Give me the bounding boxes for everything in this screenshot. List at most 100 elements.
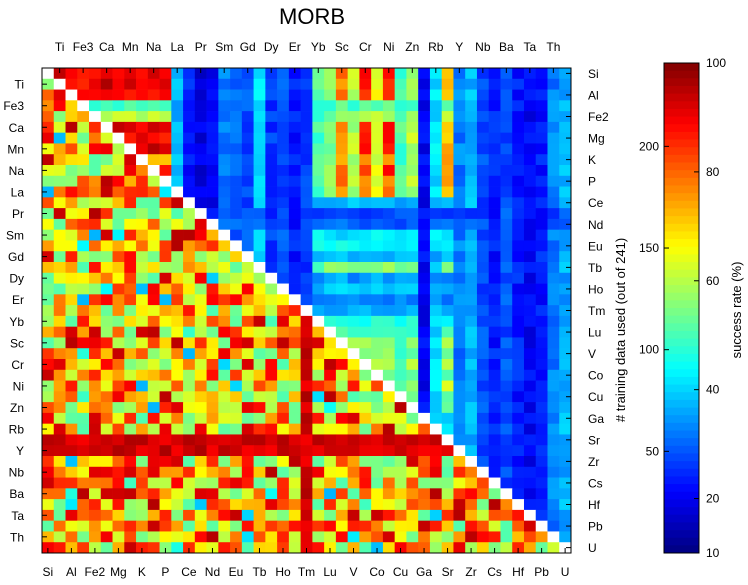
heatmap-cell — [371, 78, 384, 90]
heatmap-cell — [65, 154, 78, 166]
heatmap-cell — [230, 89, 243, 101]
heatmap-cell — [53, 132, 66, 144]
heatmap-cell — [65, 294, 78, 306]
heatmap-cell — [77, 445, 90, 457]
heatmap-cell — [89, 380, 102, 392]
heatmap-cell — [453, 337, 466, 349]
heatmap-cell — [512, 111, 525, 123]
colorbar-right-tick-label: 100 — [706, 56, 726, 70]
heatmap-cell — [147, 315, 160, 328]
heatmap-cell — [324, 337, 337, 349]
heatmap-cell — [453, 315, 466, 328]
heatmap-cell — [253, 380, 266, 392]
heatmap-cell — [206, 111, 219, 123]
heatmap-cell — [347, 499, 360, 511]
heatmap-cell — [230, 369, 243, 381]
heatmap-cell — [512, 402, 525, 414]
heatmap-cell — [89, 466, 102, 478]
heatmap-cell — [418, 369, 431, 381]
heatmap-cell — [159, 154, 172, 166]
left-tick-label: Zn — [10, 401, 24, 415]
heatmap-cell — [89, 197, 102, 209]
heatmap-cell — [124, 197, 137, 209]
heatmap-cell — [183, 294, 196, 306]
heatmap-cell — [382, 132, 396, 144]
heatmap-cell — [324, 423, 337, 435]
heatmap-cell — [42, 165, 55, 177]
heatmap-cell — [206, 262, 219, 274]
heatmap-cell — [112, 488, 125, 500]
heatmap-cell — [394, 165, 407, 177]
heatmap-cell — [488, 283, 501, 295]
heatmap-cell — [136, 499, 149, 511]
heatmap-cell — [206, 251, 219, 263]
heatmap-cell — [65, 240, 78, 252]
heatmap-cell — [429, 477, 443, 489]
heatmap-cell — [488, 68, 501, 80]
heatmap-cell — [124, 466, 137, 478]
heatmap-cell — [206, 445, 219, 457]
heatmap-cell — [441, 456, 454, 468]
heatmap-cell — [394, 488, 407, 500]
heatmap-cell — [535, 337, 548, 349]
heatmap-cell — [312, 143, 325, 155]
heatmap-cell — [230, 229, 243, 241]
heatmap-cell — [77, 165, 90, 177]
heatmap-cell — [147, 477, 160, 489]
colorbar-segment — [664, 384, 699, 393]
heatmap-cell — [476, 499, 490, 511]
heatmap-cell — [89, 423, 102, 435]
heatmap-cell — [382, 305, 396, 317]
heatmap-cell — [429, 369, 443, 381]
heatmap-cell — [324, 499, 337, 511]
heatmap-cell — [65, 542, 78, 554]
heatmap-cell — [112, 283, 125, 295]
heatmap-cell — [194, 337, 207, 349]
heatmap-cell — [218, 326, 231, 338]
heatmap-cell — [559, 186, 572, 198]
heatmap-cell — [523, 488, 537, 500]
heatmap-cell — [488, 402, 501, 414]
heatmap-cell — [453, 143, 466, 155]
top-tick-label: Sm — [215, 40, 233, 54]
heatmap-cell — [53, 100, 66, 112]
heatmap-cell — [147, 175, 160, 187]
heatmap-cell — [512, 272, 525, 284]
heatmap-cell — [100, 369, 113, 381]
heatmap-cell — [500, 531, 513, 543]
heatmap-cell — [206, 359, 219, 371]
heatmap-cell — [547, 359, 560, 371]
heatmap-cell — [488, 78, 501, 90]
heatmap-cell — [136, 445, 149, 457]
heatmap-cell — [476, 348, 490, 360]
heatmap-cell — [136, 262, 149, 274]
heatmap-cell — [382, 89, 396, 101]
heatmap-cell — [53, 78, 66, 90]
heatmap-cell — [265, 240, 278, 252]
heatmap-cell — [359, 294, 372, 306]
heatmap-cell — [476, 251, 490, 263]
heatmap-cell — [77, 369, 90, 381]
heatmap-cell — [136, 477, 149, 489]
heatmap-cell — [371, 154, 384, 166]
heatmap-cell — [288, 218, 301, 231]
heatmap-cell — [547, 78, 560, 90]
heatmap-cell — [500, 143, 513, 155]
heatmap-cell — [523, 359, 537, 371]
heatmap-cell — [42, 337, 55, 349]
heatmap-cell — [77, 240, 90, 252]
heatmap-cell — [42, 272, 55, 284]
heatmap-cell — [300, 111, 313, 123]
heatmap-cell — [253, 391, 266, 403]
heatmap-cell — [241, 197, 254, 209]
heatmap-cell — [429, 391, 443, 403]
heatmap-cell — [324, 380, 337, 392]
heatmap-cell — [523, 315, 537, 328]
heatmap-cell — [77, 380, 90, 392]
heatmap-cell — [382, 466, 396, 478]
heatmap-cell — [382, 391, 396, 403]
heatmap-cell — [42, 111, 55, 123]
heatmap-cell — [253, 165, 266, 177]
heatmap-cell — [347, 197, 360, 209]
heatmap-cell — [523, 391, 537, 403]
